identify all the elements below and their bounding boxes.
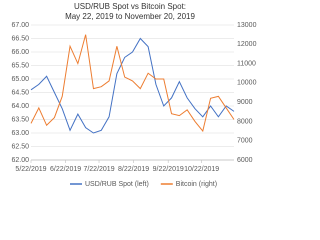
y-tick-label: 64.50 xyxy=(11,89,29,96)
y-tick-label: 62.50 xyxy=(11,143,29,150)
y2-tick-label: 9000 xyxy=(237,99,253,106)
legend-label: Bitcoin (right) xyxy=(176,181,217,188)
y2-tick-label: 8000 xyxy=(237,118,253,125)
chart-subtitle: May 22, 2019 to November 20, 2019 xyxy=(65,12,195,21)
y2-tick-label: 6000 xyxy=(237,157,253,164)
series-line xyxy=(30,37,235,134)
x-tick-label: 6/22/2019 xyxy=(50,166,81,173)
y2-tick-label: 10000 xyxy=(237,80,257,87)
y-tick-label: 63.50 xyxy=(11,116,29,123)
y-tick-label: 66.50 xyxy=(11,35,29,42)
series-line xyxy=(30,34,235,133)
legend-label: USD/RUB Spot (left) xyxy=(85,181,149,188)
chart-title: USD/RUB Spot vs Bitcoin Spot: xyxy=(74,2,186,11)
chart: USD/RUB Spot vs Bitcoin Spot: May 22, 20… xyxy=(11,2,257,188)
y-tick-label: 62.00 xyxy=(11,157,29,164)
x-tick-label: 9/22/2019 xyxy=(153,166,184,173)
y-tick-label: 63.00 xyxy=(11,130,29,137)
y2-tick-label: 11000 xyxy=(237,60,256,67)
x-tick-label: 7/22/2019 xyxy=(83,166,114,173)
y-tick-label: 65.50 xyxy=(11,62,29,69)
y-tick-label: 67.00 xyxy=(11,22,29,29)
y-tick-label: 64.00 xyxy=(11,103,29,110)
y-tick-label: 65.00 xyxy=(11,76,29,83)
y-tick-label: 66.00 xyxy=(11,49,29,56)
x-tick-label: 10/22/2019 xyxy=(184,166,219,173)
y2-tick-label: 13000 xyxy=(237,22,257,29)
x-tick-label: 8/22/2019 xyxy=(118,166,149,173)
y2-tick-label: 12000 xyxy=(237,41,257,48)
y2-tick-label: 7000 xyxy=(237,138,253,145)
x-tick-label: 5/22/2019 xyxy=(15,166,46,173)
